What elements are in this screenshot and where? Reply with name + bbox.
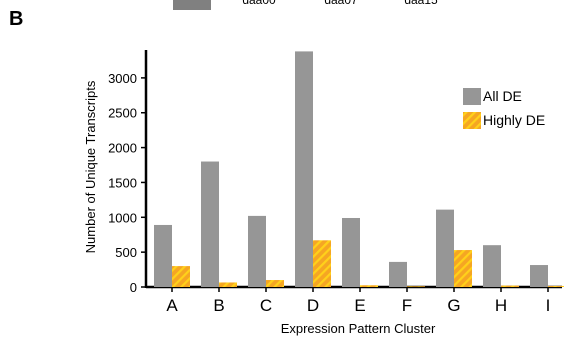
top-strip-swatch (173, 0, 211, 10)
top-strip-label-2: daa07 (324, 0, 358, 7)
x-tick-label: F (402, 296, 412, 315)
legend-swatch-all-de (463, 88, 481, 105)
x-tick-label: A (166, 296, 178, 315)
bar-all-de (436, 209, 454, 287)
y-tick-label: 1500 (108, 175, 137, 190)
legend: All DE Highly DE (463, 88, 545, 129)
legend-label-all-de: All DE (483, 88, 522, 104)
x-tick-label: D (307, 296, 319, 315)
bar-highly-de (407, 286, 425, 287)
bar-all-de (295, 51, 313, 287)
top-strip-label-1: daa00 (242, 0, 276, 7)
bar-all-de (483, 245, 501, 287)
bar-highly-de (172, 266, 190, 287)
panel-letter: B (9, 8, 23, 30)
bar-all-de (389, 261, 407, 287)
bar-highly-de (501, 285, 519, 287)
bar-highly-de (360, 285, 378, 287)
x-tick-label: C (260, 296, 272, 315)
bar-highly-de (313, 240, 331, 287)
y-tick-label: 2000 (108, 141, 137, 156)
bar-all-de (154, 224, 172, 287)
x-tick-labels: A B C D E F G H I (166, 287, 550, 315)
y-tick-label: 3000 (108, 71, 137, 86)
bar-highly-de (548, 285, 564, 287)
x-tick-label: H (495, 296, 507, 315)
bar-highly-de (454, 250, 472, 287)
y-tick-label: 0 (130, 280, 137, 295)
bar-all-de (248, 215, 266, 287)
bar-highly-de (266, 280, 284, 287)
x-tick-label: G (447, 296, 460, 315)
bar-all-de (530, 265, 548, 287)
x-tick-label: B (213, 296, 224, 315)
bar-all-de (342, 217, 360, 287)
top-strip: daa00 daa07 daa15 (173, 0, 438, 10)
y-axis-title: Number of Unique Transcripts (83, 80, 98, 253)
legend-label-highly-de: Highly DE (483, 112, 545, 128)
bar-all-de (201, 161, 219, 287)
top-strip-label-3: daa15 (404, 0, 438, 7)
plot-area (144, 50, 564, 289)
y-tick-label: 1000 (108, 210, 137, 225)
x-tick-label: E (354, 296, 365, 315)
x-axis-title: Expression Pattern Cluster (281, 321, 436, 336)
legend-swatch-highly-de (463, 112, 481, 129)
bar-highly-de (219, 282, 237, 287)
y-tick-label: 500 (115, 245, 137, 260)
y-tick-label: 2500 (108, 106, 137, 121)
x-tick-label: I (546, 296, 551, 315)
y-tick-labels: 0 500 1000 1500 2000 2500 3000 (108, 71, 146, 295)
